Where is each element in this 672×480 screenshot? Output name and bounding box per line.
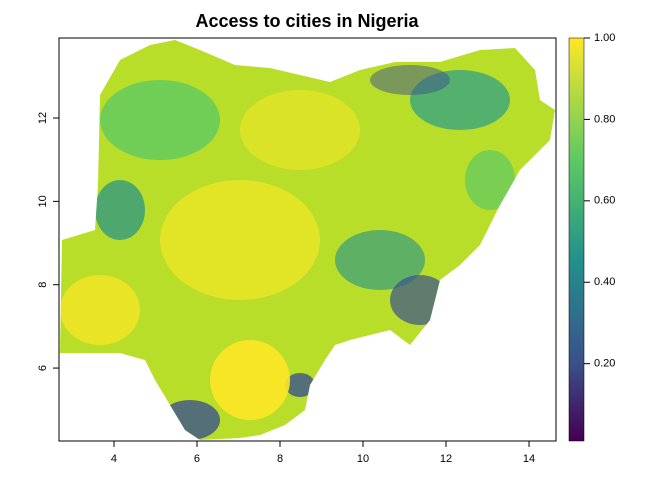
x-tick-label: 10	[357, 453, 369, 465]
y-tick-label: 10	[37, 195, 49, 207]
x-tick-label: 12	[440, 453, 452, 465]
colorbar-tick-label: 0.80	[594, 113, 615, 125]
y-tick-label: 6	[37, 365, 49, 371]
x-tick-label: 6	[194, 453, 200, 465]
colorbar-tick-label: 0.20	[594, 358, 615, 370]
x-tick-label: 4	[111, 453, 117, 465]
y-tick-label: 8	[37, 282, 49, 288]
y-tick-label: 12	[37, 112, 49, 124]
chart-title: Access to cities in Nigeria	[195, 11, 419, 31]
plot-frame	[58, 37, 557, 442]
x-tick-label: 14	[523, 453, 535, 465]
x-tick-label: 8	[277, 453, 283, 465]
colorbar-tick-label: 1.00	[594, 32, 615, 44]
colorbar	[568, 37, 585, 442]
raster	[60, 40, 555, 440]
colorbar-tick-label: 0.40	[594, 276, 615, 288]
colorbar-tick-label: 0.60	[594, 195, 615, 207]
